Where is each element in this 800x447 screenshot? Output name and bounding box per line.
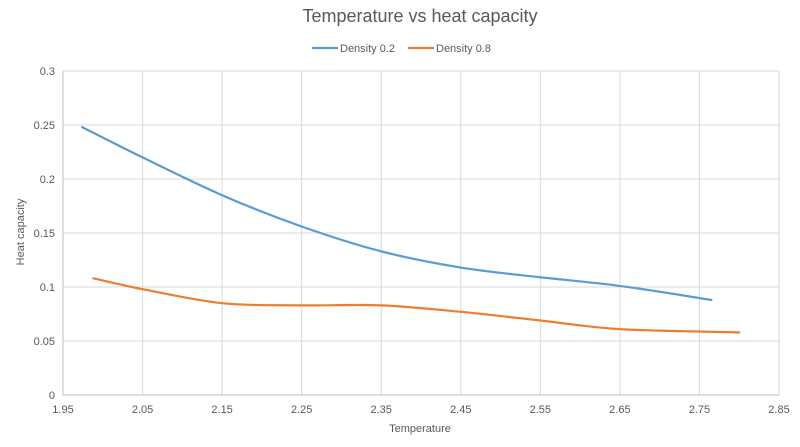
y-tick-label: 0.2 (40, 174, 55, 186)
x-tick-label: 2.15 (211, 404, 232, 416)
x-tick-label: 2.35 (371, 404, 392, 416)
series-lines (80, 126, 741, 334)
legend-label: Density 0.2 (340, 43, 395, 55)
x-tick-label: 2.05 (132, 404, 153, 416)
chart-title: Temperature vs heat capacity (302, 6, 537, 26)
x-tick-label: 1.95 (52, 404, 73, 416)
legend-label: Density 0.8 (436, 43, 491, 55)
x-tick-label: 2.65 (609, 404, 630, 416)
tick-labels: 0 0.05 0.1 0.15 0.2 0.25 0.3 1.95 2.05 2.15 2.25 2.… (34, 66, 790, 416)
y-axis-label: Heat capacity (15, 198, 27, 265)
y-tick-label: 0.05 (34, 336, 55, 348)
legend: Density 0.2 Density 0.8 (312, 43, 491, 55)
y-tick-label: 0 (49, 390, 55, 402)
y-tick-label: 0.3 (40, 66, 55, 78)
x-tick-label: 2.75 (689, 404, 710, 416)
x-tick-label: 2.55 (530, 404, 551, 416)
x-tick-label: 2.25 (291, 404, 312, 416)
y-tick-label: 0.15 (34, 228, 55, 240)
y-tick-label: 0.1 (40, 282, 55, 294)
x-tick-label: 2.45 (450, 404, 471, 416)
series-line-1 (80, 126, 713, 302)
series-line-2 (92, 277, 741, 334)
x-axis-label: Temperature (389, 423, 451, 435)
y-tick-label: 0.25 (34, 120, 55, 132)
gridlines (62, 70, 780, 396)
x-tick-label: 2.85 (768, 404, 789, 416)
